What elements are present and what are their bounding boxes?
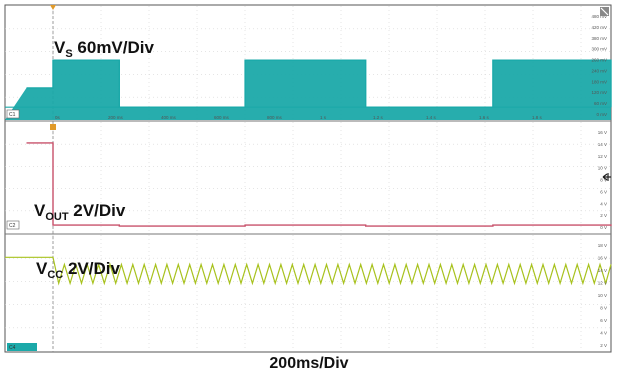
time-tick-label: 200 ms [108,115,124,120]
vs-label-main: V [54,38,66,57]
channel-badge-c1-label: C1 [9,112,16,118]
unit-tick-label: 2 V [600,343,607,348]
trigger-marker[interactable] [50,5,56,10]
cursor-arrow-icon[interactable] [602,173,611,181]
channel-badge-c1[interactable]: C1 [6,109,20,119]
unit-tick-label: 14 V [598,268,607,273]
vcc-trace [5,256,612,286]
unit-tick-label: 12 V [598,154,607,159]
unit-tick-label: 120 mV [591,90,607,95]
time-tick-label: 1.2 s [373,115,384,120]
vs-label-sub: S [65,48,72,60]
channel-badge-c2-label: C2 [9,223,16,229]
unit-tick-label: 4 V [600,331,607,336]
unit-tick-label: 4 V [600,201,607,206]
unit-tick-label: 18 V [598,243,607,248]
trigger-marker-2[interactable] [50,124,56,130]
time-axis: 0s 200 ms 400 ms 600 ms 800 ms 1 s 1.2 s 1.4 s 1… [55,115,543,120]
channel-badge-c4[interactable]: C4 [7,343,37,351]
unit-tick-label: 260 mV [591,58,607,63]
unit-tick-label: 16 V [598,256,607,261]
vout-label-main: V [34,201,46,220]
vout-label-sub: OUT [45,211,69,223]
unit-tick-label: 480 mV [591,14,607,19]
vcc-label-main: V [36,259,48,278]
vout-trace [26,142,612,227]
time-tick-label: 1 s [320,115,327,120]
vout-label: VOUT 2V/Div [34,201,126,223]
unit-tick-label: 0 V [600,225,607,230]
unit-tick-label: 2 V [600,213,607,218]
time-tick-label: 400 ms [161,115,177,120]
unit-tick-label: 380 mV [591,36,607,41]
unit-tick-label: 12 V [598,281,607,286]
unit-tick-label: 10 V [598,166,607,171]
zoom-icon[interactable] [600,7,609,16]
channel-badge-c2[interactable]: C2 [6,220,20,230]
unit-tick-label: 8 V [600,306,607,311]
unit-tick-label: 60 mV [594,101,607,106]
vs-trace-fill [5,60,611,120]
unit-axes: 480 mV 420 mV 380 mV 300 mV 260 mV 240 mV 180 … [591,14,607,348]
unit-tick-label: 0 mV [596,112,607,117]
time-tick-label: 600 ms [214,115,230,120]
unit-tick-label: 14 V [598,142,607,147]
unit-tick-label: 420 mV [591,25,607,30]
vcc-label-sub: CC [47,269,63,281]
time-tick-label: 1.6 s [479,115,490,120]
vcc-label-rest: 2V/Div [63,259,120,278]
unit-tick-label: 300 mV [591,47,607,52]
time-tick-label: 0s [55,115,61,120]
unit-tick-label: 6 V [600,189,607,194]
unit-tick-label: 6 V [600,318,607,323]
scope-screen [4,4,612,353]
traces [5,59,612,286]
time-tick-label: 1.8 s [532,115,543,120]
x-axis-label: 200ms/Div [269,355,348,372]
unit-tick-label: 10 V [598,293,607,298]
time-tick-label: 1.4 s [426,115,437,120]
vcc-label: VCC 2V/Div [36,259,120,281]
unit-tick-label: 180 mV [591,79,607,84]
vs-label: VS 60mV/Div [54,38,154,60]
unit-tick-label: 240 mV [591,68,607,73]
vs-trace [26,59,612,108]
vout-label-rest: 2V/Div [69,201,126,220]
channel-badge-c4-label: C4 [9,345,16,351]
vs-label-rest: 60mV/Div [73,38,155,57]
unit-tick-label: 16 V [598,130,607,135]
time-tick-label: 800 ms [267,115,283,120]
unit-tick-label: 8 V [600,178,607,183]
